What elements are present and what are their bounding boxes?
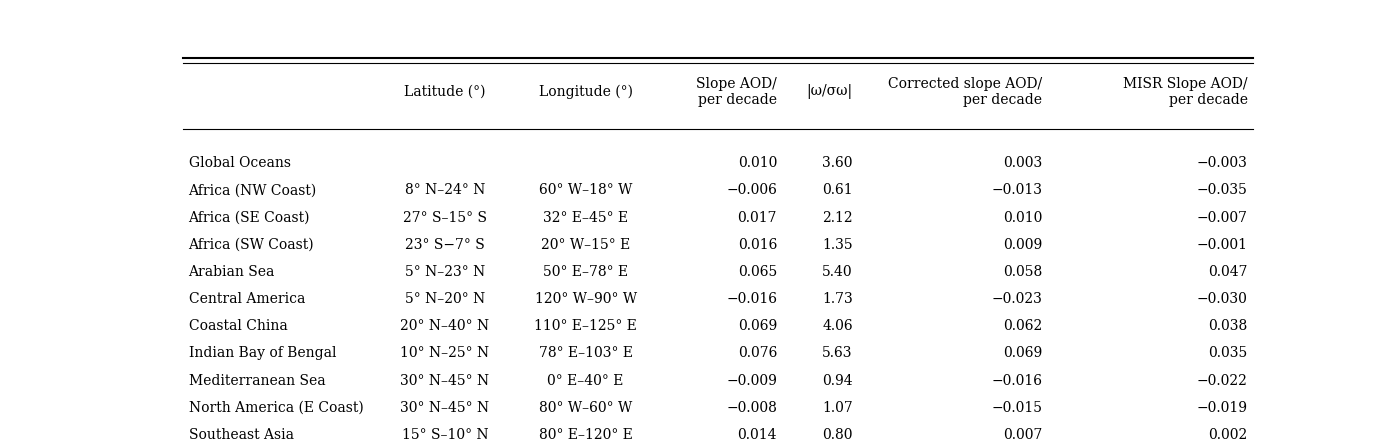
Text: 20° W–15° E: 20° W–15° E	[542, 238, 630, 252]
Text: 120° W–90° W: 120° W–90° W	[535, 292, 637, 306]
Text: 10° N–25° N: 10° N–25° N	[401, 347, 490, 360]
Text: −0.023: −0.023	[991, 292, 1043, 306]
Text: Mediterranean Sea: Mediterranean Sea	[188, 374, 325, 388]
Text: 8° N–24° N: 8° N–24° N	[405, 183, 486, 198]
Text: 0.035: 0.035	[1209, 347, 1248, 360]
Text: −0.016: −0.016	[726, 292, 778, 306]
Text: −0.009: −0.009	[726, 374, 778, 388]
Text: 110° E–125° E: 110° E–125° E	[535, 319, 637, 333]
Text: 5.40: 5.40	[822, 265, 853, 279]
Text: 0.003: 0.003	[1002, 156, 1043, 170]
Text: −0.013: −0.013	[991, 183, 1043, 198]
Text: Africa (SW Coast): Africa (SW Coast)	[188, 238, 314, 252]
Text: 0.010: 0.010	[1002, 211, 1043, 224]
Text: Slope AOD/
per decade: Slope AOD/ per decade	[697, 77, 778, 107]
Text: Arabian Sea: Arabian Sea	[188, 265, 275, 279]
Text: 5° N–23° N: 5° N–23° N	[405, 265, 484, 279]
Text: 15° S–10° N: 15° S–10° N	[402, 428, 489, 441]
Text: 32° E–45° E: 32° E–45° E	[543, 211, 628, 224]
Text: 2.12: 2.12	[822, 211, 853, 224]
Text: Global Oceans: Global Oceans	[188, 156, 290, 170]
Text: −0.006: −0.006	[726, 183, 778, 198]
Text: 23° S−7° S: 23° S−7° S	[405, 238, 484, 252]
Text: 0.076: 0.076	[737, 347, 778, 360]
Text: 80° W–60° W: 80° W–60° W	[539, 401, 632, 415]
Text: 0.069: 0.069	[738, 319, 778, 333]
Text: Longitude (°): Longitude (°)	[539, 85, 632, 99]
Text: 5.63: 5.63	[822, 347, 853, 360]
Text: 1.73: 1.73	[822, 292, 853, 306]
Text: Southeast Asia: Southeast Asia	[188, 428, 293, 441]
Text: 4.06: 4.06	[822, 319, 853, 333]
Text: 0.002: 0.002	[1209, 428, 1248, 441]
Text: Latitude (°): Latitude (°)	[405, 85, 486, 99]
Text: 5° N–20° N: 5° N–20° N	[405, 292, 484, 306]
Text: 1.35: 1.35	[822, 238, 853, 252]
Text: −0.035: −0.035	[1196, 183, 1248, 198]
Text: |ω/σω|: |ω/σω|	[807, 85, 853, 100]
Text: 0° E–40° E: 0° E–40° E	[547, 374, 624, 388]
Text: −0.022: −0.022	[1196, 374, 1248, 388]
Text: 1.07: 1.07	[822, 401, 853, 415]
Text: 0.94: 0.94	[822, 374, 853, 388]
Text: 0.017: 0.017	[737, 211, 778, 224]
Text: Africa (SE Coast): Africa (SE Coast)	[188, 211, 310, 224]
Text: MISR Slope AOD/
per decade: MISR Slope AOD/ per decade	[1124, 77, 1248, 107]
Text: 0.009: 0.009	[1002, 238, 1043, 252]
Text: 0.014: 0.014	[737, 428, 778, 441]
Text: 27° S–15° S: 27° S–15° S	[403, 211, 487, 224]
Text: 0.047: 0.047	[1209, 265, 1248, 279]
Text: 78° E–103° E: 78° E–103° E	[539, 347, 632, 360]
Text: 20° N–40° N: 20° N–40° N	[401, 319, 490, 333]
Text: Central America: Central America	[188, 292, 304, 306]
Text: −0.015: −0.015	[991, 401, 1043, 415]
Text: 0.038: 0.038	[1209, 319, 1248, 333]
Text: 30° N–45° N: 30° N–45° N	[401, 401, 490, 415]
Text: 0.058: 0.058	[1002, 265, 1043, 279]
Text: 0.007: 0.007	[1002, 428, 1043, 441]
Text: Africa (NW Coast): Africa (NW Coast)	[188, 183, 317, 198]
Text: −0.019: −0.019	[1196, 401, 1248, 415]
Text: 80° E–120° E: 80° E–120° E	[539, 428, 632, 441]
Text: 0.069: 0.069	[1002, 347, 1043, 360]
Text: 60° W–18° W: 60° W–18° W	[539, 183, 632, 198]
Text: Indian Bay of Bengal: Indian Bay of Bengal	[188, 347, 336, 360]
Text: 0.61: 0.61	[822, 183, 853, 198]
Text: Coastal China: Coastal China	[188, 319, 288, 333]
Text: 0.010: 0.010	[737, 156, 778, 170]
Text: 0.016: 0.016	[737, 238, 778, 252]
Text: 0.062: 0.062	[1002, 319, 1043, 333]
Text: Corrected slope AOD/
per decade: Corrected slope AOD/ per decade	[888, 77, 1043, 107]
Text: −0.007: −0.007	[1196, 211, 1248, 224]
Text: −0.003: −0.003	[1196, 156, 1248, 170]
Text: 0.065: 0.065	[738, 265, 778, 279]
Text: −0.030: −0.030	[1196, 292, 1248, 306]
Text: North America (E Coast): North America (E Coast)	[188, 401, 363, 415]
Text: −0.016: −0.016	[991, 374, 1043, 388]
Text: 50° E–78° E: 50° E–78° E	[543, 265, 628, 279]
Text: 30° N–45° N: 30° N–45° N	[401, 374, 490, 388]
Text: 3.60: 3.60	[822, 156, 853, 170]
Text: 0.80: 0.80	[822, 428, 853, 441]
Text: −0.001: −0.001	[1196, 238, 1248, 252]
Text: −0.008: −0.008	[726, 401, 778, 415]
